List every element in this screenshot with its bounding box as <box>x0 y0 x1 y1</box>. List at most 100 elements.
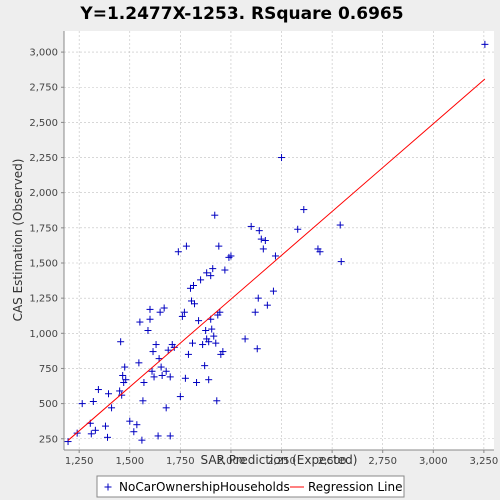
y-tick-label: 250 <box>39 434 58 445</box>
x-tick-label: 3,000 <box>419 456 448 467</box>
x-tick-label: 2,000 <box>217 456 246 467</box>
data-point <box>257 235 265 243</box>
data-point <box>213 397 221 405</box>
data-point <box>300 206 308 214</box>
data-point <box>188 339 196 347</box>
data-point <box>253 345 261 353</box>
data-point <box>199 341 207 349</box>
data-point <box>157 363 165 371</box>
data-point <box>208 325 216 333</box>
data-point <box>89 397 97 405</box>
data-point <box>149 348 157 356</box>
data-point <box>215 242 223 250</box>
data-point <box>146 305 154 313</box>
data-point <box>178 312 186 320</box>
data-point <box>184 350 192 358</box>
data-point <box>278 154 286 162</box>
legend-label-regression: Regression Line <box>308 480 402 494</box>
data-point <box>64 438 72 446</box>
data-point <box>121 363 129 371</box>
data-point <box>104 433 112 441</box>
data-point <box>160 304 168 312</box>
y-tick-label: 2,000 <box>29 188 58 199</box>
data-point <box>203 269 211 277</box>
data-point <box>116 387 124 395</box>
data-point <box>166 432 174 440</box>
data-point <box>211 211 219 219</box>
legend-label-points: NoCarOwnershipHouseholds <box>119 480 290 494</box>
plot-background <box>64 31 494 450</box>
data-point <box>216 308 224 316</box>
data-point <box>251 308 259 316</box>
legend-plus-marker <box>104 483 112 491</box>
data-point <box>316 248 324 256</box>
data-point <box>210 332 218 340</box>
data-point <box>94 386 102 394</box>
data-point <box>254 294 262 302</box>
data-point <box>176 393 184 401</box>
data-point <box>212 339 220 347</box>
y-tick-label: 2,500 <box>29 118 58 129</box>
data-point <box>170 343 178 351</box>
data-point <box>294 225 302 233</box>
regression-line-group <box>67 78 486 441</box>
data-point <box>255 227 263 235</box>
y-tick-label: 1,750 <box>29 223 58 234</box>
data-point <box>193 379 201 387</box>
data-point <box>182 242 190 250</box>
data-point <box>158 371 166 379</box>
data-point <box>154 432 162 440</box>
data-point <box>136 318 144 326</box>
legend-marker-points <box>104 483 112 491</box>
data-point <box>337 258 345 266</box>
chart-title: Y=1.2477X-1253. RSquare 0.6965 <box>79 4 403 24</box>
data-point <box>87 430 95 438</box>
data-point <box>271 252 279 260</box>
data-point <box>269 287 277 295</box>
data-point <box>164 346 172 354</box>
y-axis-label: CAS Estimation (Observed) <box>11 159 25 322</box>
data-point <box>259 245 267 253</box>
x-tick-label: 1,750 <box>166 456 195 467</box>
data-point <box>207 272 215 280</box>
data-point <box>197 276 205 284</box>
data-point <box>156 308 164 316</box>
data-point <box>119 371 127 379</box>
data-point <box>101 422 109 430</box>
y-axis: 250 500 750 1,000 1,250 1,500 1,750 2,000 2,250 2… <box>29 31 65 450</box>
data-point <box>181 374 189 382</box>
data-point <box>201 362 209 370</box>
data-point <box>78 400 86 408</box>
data-point <box>139 397 147 405</box>
x-axis: 1,250 1,500 1,750 2,000 2,250 2,500 2,750 3,000… <box>64 449 499 467</box>
data-point <box>174 248 182 256</box>
data-point <box>261 237 269 244</box>
data-point <box>247 222 255 230</box>
data-point <box>130 428 138 436</box>
regression-line <box>67 78 486 441</box>
data-point <box>221 266 229 274</box>
y-tick-label: 750 <box>39 364 58 375</box>
data-point <box>205 338 213 346</box>
data-point <box>481 40 489 48</box>
data-point <box>162 367 170 375</box>
x-tick-label: 2,750 <box>368 456 397 467</box>
data-point <box>263 301 271 309</box>
data-point <box>118 391 126 399</box>
x-tick-label: 2,250 <box>267 456 296 467</box>
data-point <box>180 308 188 316</box>
y-tick-label: 1,500 <box>29 258 58 269</box>
data-point <box>146 315 154 323</box>
data-point <box>241 335 249 343</box>
data-point <box>227 252 235 260</box>
data-point <box>144 326 152 334</box>
data-point <box>135 359 143 367</box>
data-point <box>122 376 130 384</box>
y-tick-label: 1,250 <box>29 294 58 305</box>
x-tick-label: 3,250 <box>470 456 499 467</box>
x-tick-label: 1,500 <box>115 456 144 467</box>
y-tick-label: 2,750 <box>29 83 58 94</box>
data-point <box>148 367 156 375</box>
legend-box <box>96 475 405 498</box>
